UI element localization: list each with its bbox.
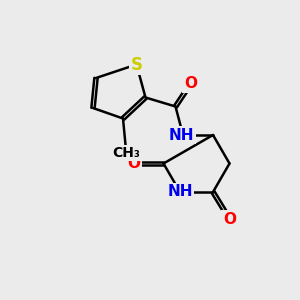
Text: O: O [223, 212, 236, 226]
Text: NH: NH [167, 184, 193, 200]
Text: CH₃: CH₃ [112, 146, 140, 160]
Text: NH: NH [169, 128, 194, 142]
Text: O: O [184, 76, 197, 92]
Text: S: S [130, 56, 142, 74]
Text: O: O [127, 156, 140, 171]
